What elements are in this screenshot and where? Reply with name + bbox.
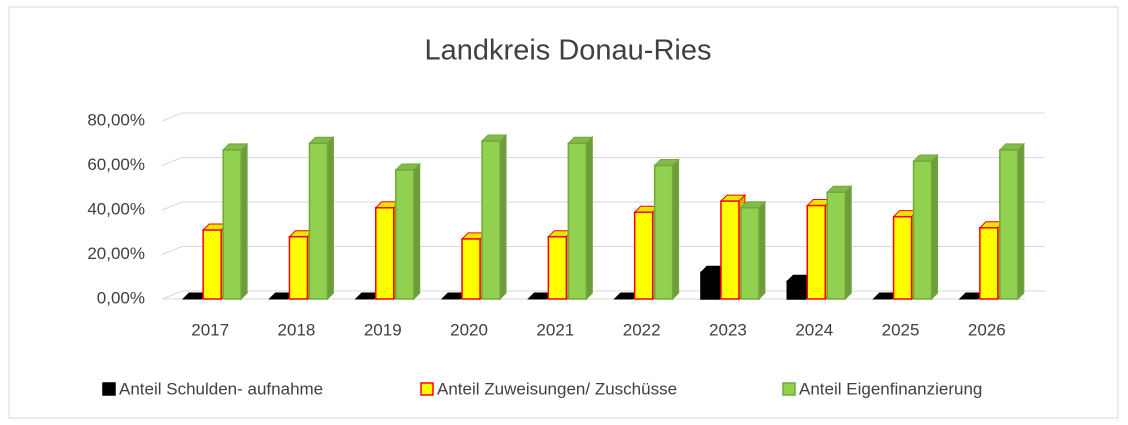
bar (700, 271, 720, 300)
chart-title: Landkreis Donau-Ries (425, 35, 712, 67)
bar (567, 142, 588, 300)
grid-side (161, 112, 183, 122)
x-tick-label: 2025 (882, 320, 920, 339)
bar (912, 160, 933, 300)
bar-side (1017, 142, 1025, 301)
bar-side (672, 158, 680, 301)
x-tick-label: 2020 (450, 320, 488, 339)
y-tick-label: 60,00% (87, 155, 145, 174)
bar (222, 149, 242, 300)
bar (826, 191, 846, 300)
y-tick-label: 20,00% (87, 244, 145, 263)
bar (653, 164, 674, 300)
bar (892, 215, 913, 300)
y-tick-label: 40,00% (87, 199, 145, 218)
y-tick-label: 80,00% (87, 110, 145, 129)
bar (786, 280, 806, 300)
legend-swatch (782, 382, 796, 396)
grid-side (161, 290, 183, 300)
bar (288, 235, 309, 300)
bar-side (931, 153, 939, 301)
bar (481, 140, 501, 300)
grid-side (161, 201, 183, 211)
bar (461, 238, 481, 300)
bar (633, 211, 654, 300)
bar (547, 235, 568, 300)
bar (740, 207, 760, 300)
bar-side (499, 133, 507, 301)
grid-side (161, 246, 183, 255)
bar-side (413, 162, 421, 301)
bar-side (585, 136, 593, 301)
x-tick-label: 2019 (364, 320, 402, 339)
chart-frame (8, 6, 1119, 419)
legend-swatch (102, 382, 116, 396)
bar-side (326, 136, 334, 301)
y-tick-label: 0,00% (97, 288, 145, 307)
bar (395, 169, 415, 300)
x-tick-label: 2023 (709, 320, 747, 339)
grid-side (161, 157, 183, 166)
bar (979, 227, 999, 300)
bar (999, 149, 1019, 300)
legend-label: Anteil Schulden- aufnahme (119, 379, 323, 398)
x-tick-label: 2021 (536, 320, 574, 339)
legend-label: Anteil Eigenfinanzierung (799, 379, 982, 398)
bar-side (240, 142, 248, 301)
x-tick-label: 2024 (795, 320, 833, 339)
x-tick-label: 2022 (623, 320, 661, 339)
legend-label: Anteil Zuweisungen/ Zuschüsse (437, 379, 677, 398)
legend-swatch (420, 382, 434, 396)
x-tick-label: 2017 (191, 320, 229, 339)
bar-side (758, 200, 766, 301)
x-tick-label: 2018 (278, 320, 316, 339)
bar (375, 207, 395, 300)
bar (202, 229, 222, 300)
x-tick-label: 2026 (968, 320, 1006, 339)
bar (806, 204, 826, 300)
bar (720, 200, 740, 300)
bar (308, 142, 329, 300)
bar-side (844, 184, 852, 301)
